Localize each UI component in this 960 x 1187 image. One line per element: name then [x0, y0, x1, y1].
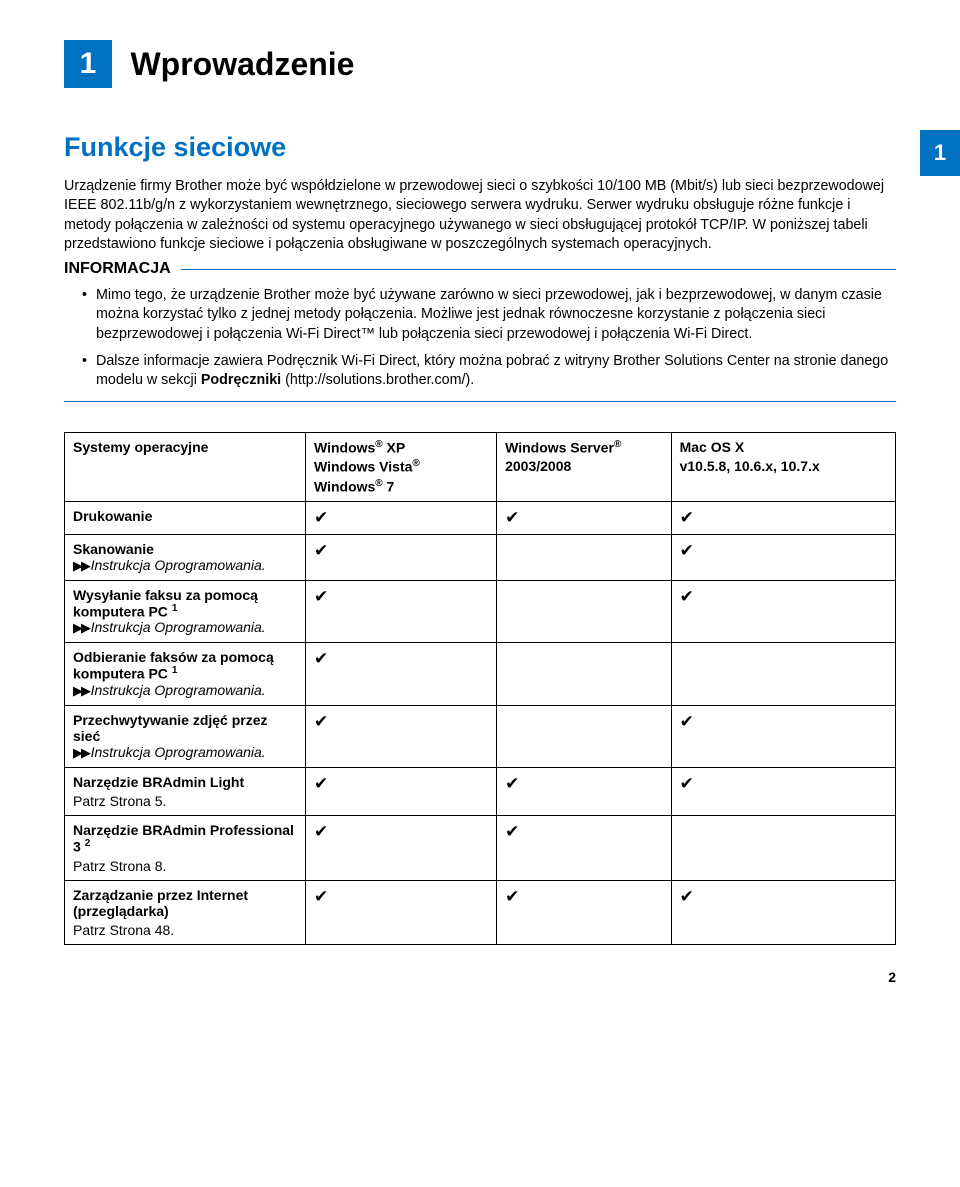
feature-cell: [671, 815, 895, 880]
info-heading: INFORMACJA: [64, 260, 171, 278]
table-row: Odbieranie faksów za pomocą komputera PC…: [65, 643, 896, 706]
feature-cell: ✔: [671, 880, 895, 944]
feature-cell: ✔: [497, 501, 672, 534]
header-os: Systemy operacyjne: [65, 432, 306, 501]
feature-cell: ✔: [497, 767, 672, 815]
header-col1: Windows® XP Windows Vista® Windows® 7: [305, 432, 496, 501]
header-col2: Windows Server® 2003/2008: [497, 432, 672, 501]
side-tab: 1: [920, 130, 960, 176]
info-rule-top: [181, 269, 896, 270]
chapter-title: Wprowadzenie: [130, 40, 354, 88]
table-row: Skanowanie▶▶ Instrukcja Oprogramowania.✔…: [65, 534, 896, 580]
feature-cell: ✔: [497, 815, 672, 880]
page-number: 2: [64, 969, 896, 985]
feature-cell: ✔: [497, 880, 672, 944]
info-item-2: Dalsze informacje zawiera Podręcznik Wi-…: [82, 352, 896, 391]
feature-cell: ✔: [671, 767, 895, 815]
section-title: Funkcje sieciowe: [64, 132, 896, 163]
table-row: Zarządzanie przez Internet (przeglądarka…: [65, 880, 896, 944]
feature-cell: ✔: [305, 815, 496, 880]
row-label: Wysyłanie faksu za pomocą komputera PC 1…: [65, 580, 306, 643]
info-rule-bottom: [64, 401, 896, 402]
feature-cell: ✔: [305, 643, 496, 706]
feature-cell: ✔: [305, 880, 496, 944]
row-label: Zarządzanie przez Internet (przeglądarka…: [65, 880, 306, 944]
row-label: Narzędzie BRAdmin Professional 3 2Patrz …: [65, 815, 306, 880]
features-table: Systemy operacyjne Windows® XP Windows V…: [64, 432, 896, 945]
feature-cell: ✔: [671, 580, 895, 643]
chapter-number-box: 1: [64, 40, 112, 88]
row-label: Skanowanie▶▶ Instrukcja Oprogramowania.: [65, 534, 306, 580]
intro-paragraph: Urządzenie firmy Brother może być współd…: [64, 177, 896, 254]
feature-cell: [497, 643, 672, 706]
feature-cell: ✔: [305, 580, 496, 643]
feature-cell: ✔: [305, 534, 496, 580]
row-label: Drukowanie: [65, 501, 306, 534]
feature-cell: ✔: [305, 767, 496, 815]
header-col3: Mac OS X v10.5.8, 10.6.x, 10.7.x: [671, 432, 895, 501]
table-row: Drukowanie✔✔✔: [65, 501, 896, 534]
feature-cell: ✔: [305, 705, 496, 767]
info-list: Mimo tego, że urządzenie Brother może by…: [64, 286, 896, 390]
table-row: Narzędzie BRAdmin Professional 3 2Patrz …: [65, 815, 896, 880]
table-row: Wysyłanie faksu za pomocą komputera PC 1…: [65, 580, 896, 643]
row-label: Odbieranie faksów za pomocą komputera PC…: [65, 643, 306, 706]
info-item-1: Mimo tego, że urządzenie Brother może by…: [82, 286, 896, 344]
row-label: Przechwytywanie zdjęć przez sieć▶▶ Instr…: [65, 705, 306, 767]
table-row: Przechwytywanie zdjęć przez sieć▶▶ Instr…: [65, 705, 896, 767]
feature-cell: [497, 580, 672, 643]
table-row: Narzędzie BRAdmin LightPatrz Strona 5.✔✔…: [65, 767, 896, 815]
feature-cell: ✔: [671, 534, 895, 580]
feature-cell: ✔: [671, 705, 895, 767]
feature-cell: [497, 705, 672, 767]
feature-cell: [497, 534, 672, 580]
feature-cell: [671, 643, 895, 706]
feature-cell: ✔: [305, 501, 496, 534]
row-label: Narzędzie BRAdmin LightPatrz Strona 5.: [65, 767, 306, 815]
feature-cell: ✔: [671, 501, 895, 534]
